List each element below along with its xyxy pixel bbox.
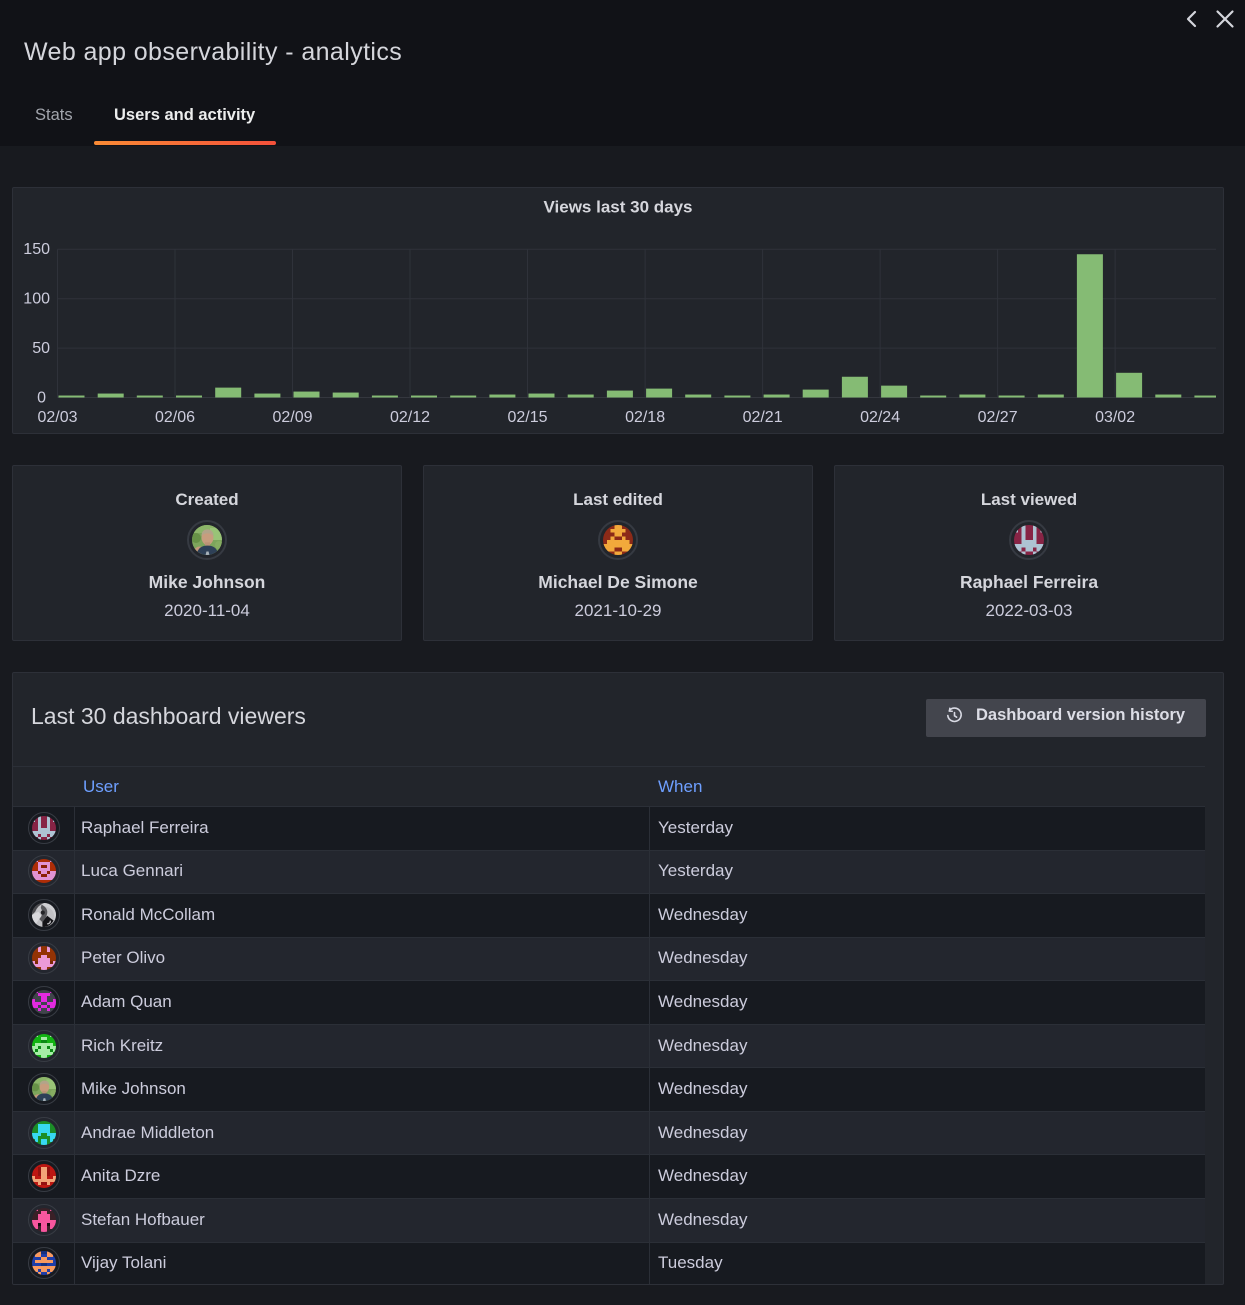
svg-text:03/02: 03/02 [1095, 409, 1135, 426]
svg-text:02/21: 02/21 [743, 409, 783, 426]
svg-text:02/24: 02/24 [860, 409, 900, 426]
svg-text:150: 150 [23, 241, 50, 258]
svg-text:02/18: 02/18 [625, 409, 665, 426]
svg-text:02/03: 02/03 [37, 409, 77, 426]
svg-text:100: 100 [23, 291, 50, 308]
svg-text:02/27: 02/27 [978, 409, 1018, 426]
svg-text:02/06: 02/06 [155, 409, 195, 426]
svg-text:0: 0 [37, 389, 46, 406]
svg-text:Views last 30 days: Views last 30 days [543, 198, 692, 217]
svg-text:02/12: 02/12 [390, 409, 430, 426]
svg-text:50: 50 [32, 340, 50, 357]
svg-text:02/09: 02/09 [272, 409, 312, 426]
svg-text:02/15: 02/15 [507, 409, 547, 426]
